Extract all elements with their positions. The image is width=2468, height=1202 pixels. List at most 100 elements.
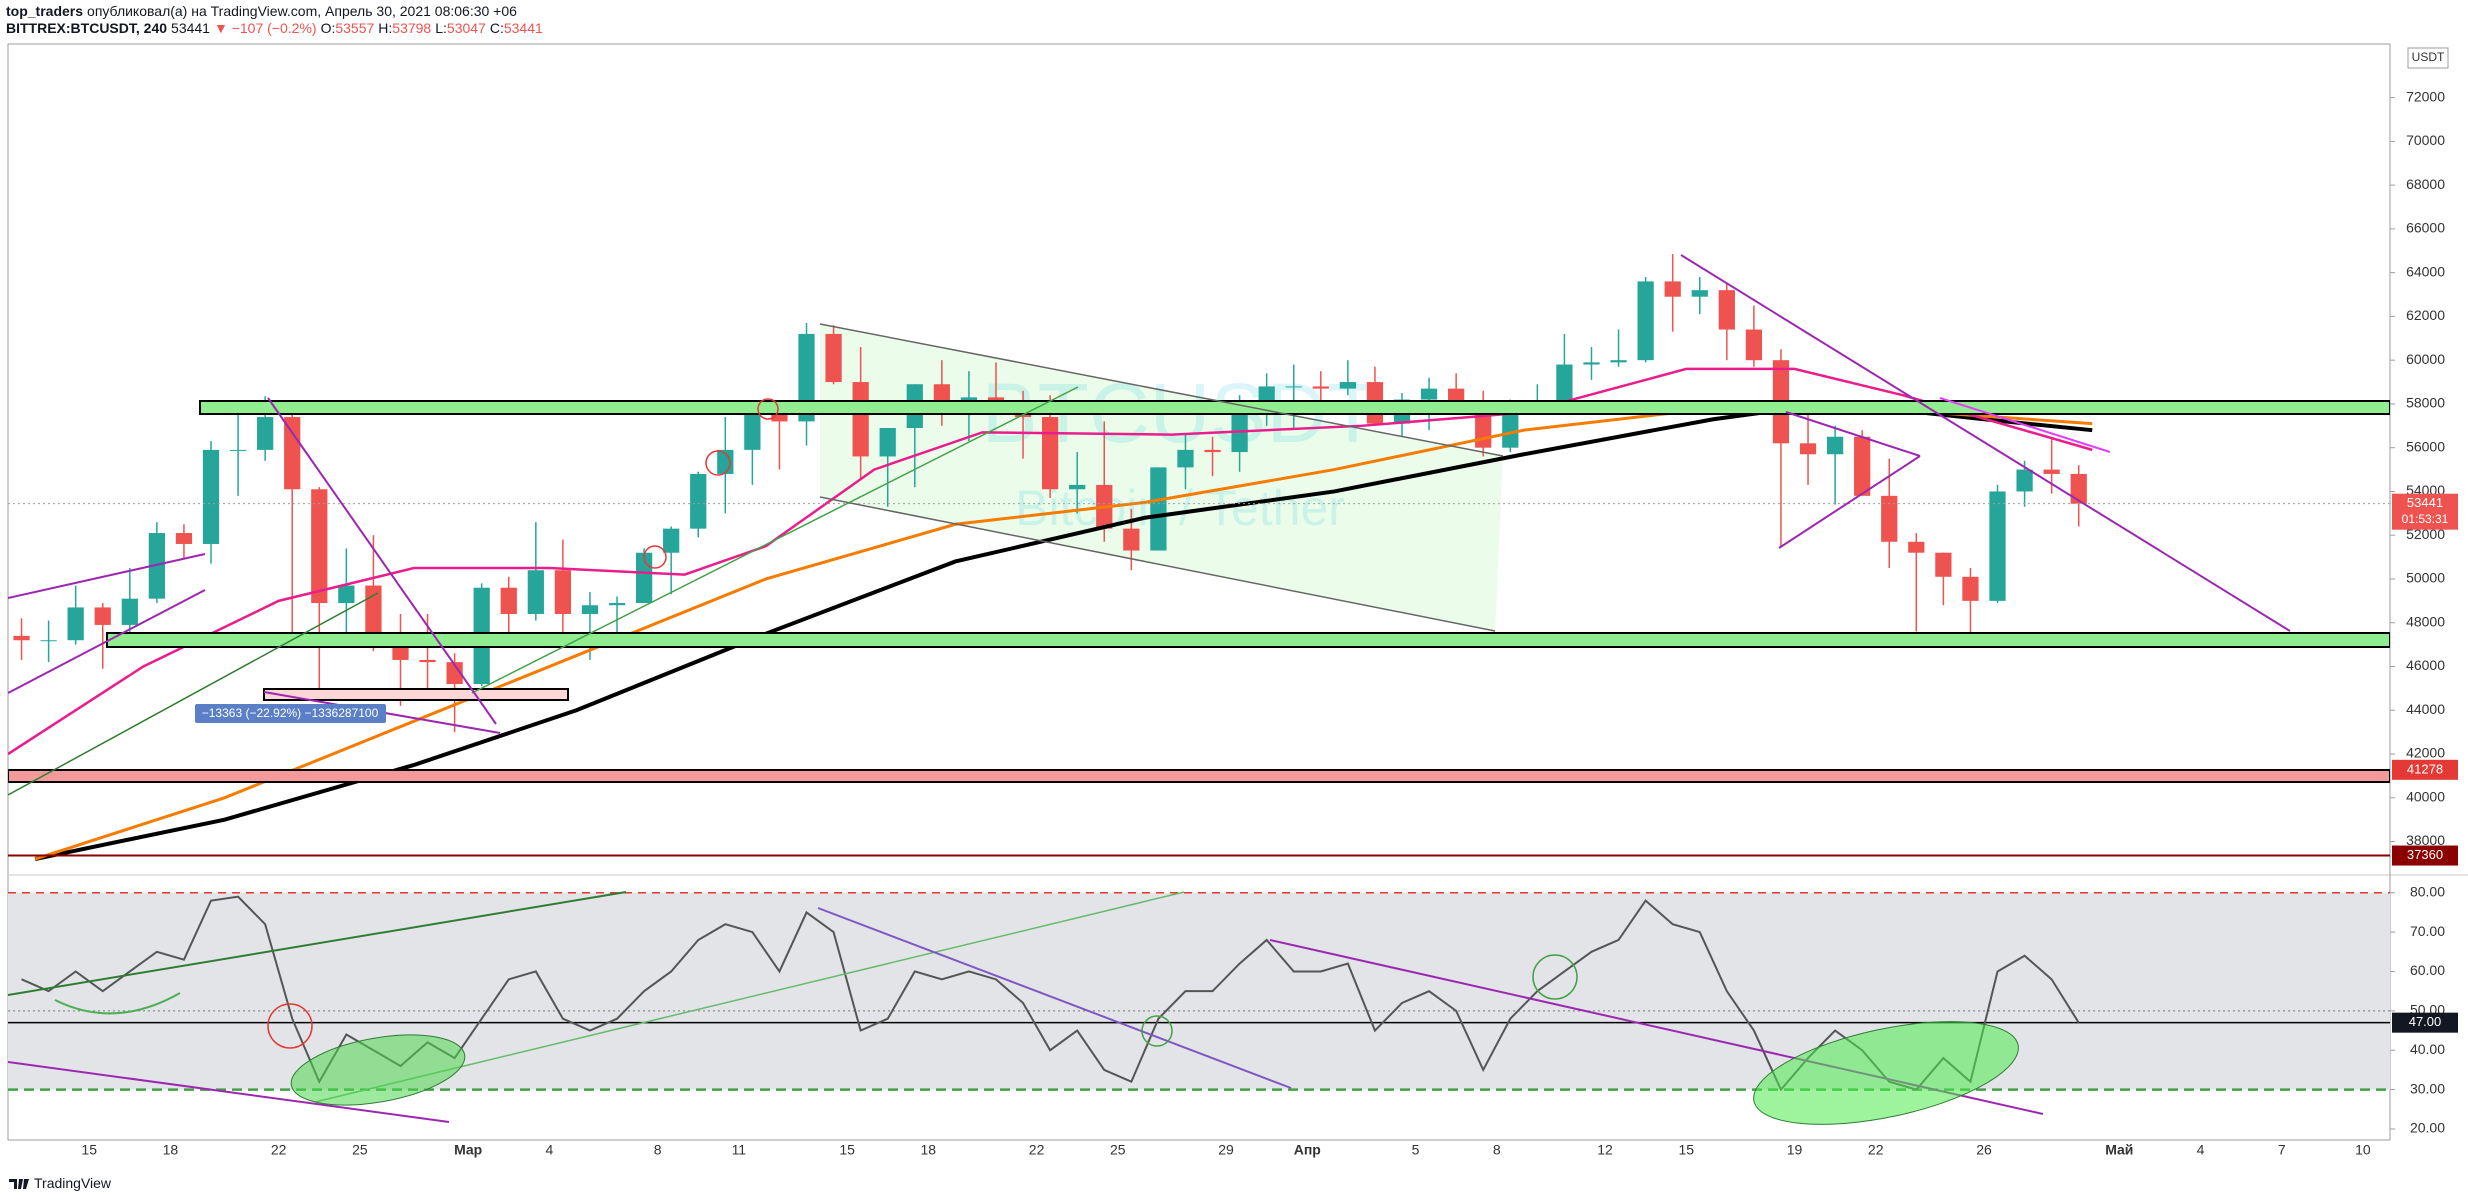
x-tick-label: 4: [2197, 1142, 2205, 1158]
y-tick-label: 60000: [2406, 351, 2445, 367]
candle-body: [1177, 449, 1194, 468]
price-axis: 38000 40000 42000 44000 46000 48000 50000 52000…: [2390, 88, 2458, 866]
ohlc-value: 53557: [335, 20, 375, 36]
candle-body: [825, 333, 842, 383]
candle-body: [229, 449, 247, 451]
candle-body: [1881, 495, 1898, 542]
x-tick-label: 15: [1678, 1142, 1694, 1158]
trend-line: [1939, 397, 2111, 453]
chart: BTCUSDT Bitcoin / Tether −13363 (: [7, 43, 2468, 1158]
candle-body: [1718, 290, 1735, 330]
candle-body: [1123, 528, 1140, 551]
highlight-ellipse: [290, 1034, 466, 1106]
y-tick-label: 40.00: [2410, 1041, 2445, 1057]
candle-body: [338, 585, 355, 604]
published: опубликовал(а) на TradingView.com, Апрел…: [87, 3, 517, 19]
ohlc-value: 53441: [503, 20, 543, 36]
symbol: BITTREX:BTCUSDT, 240: [6, 20, 168, 36]
candle-body: [663, 528, 680, 553]
trend-line: [471, 386, 1079, 694]
y-tick-label: 30.00: [2410, 1080, 2445, 1096]
price-marks: [8, 254, 2390, 862]
ohlc-label: C:: [489, 20, 504, 36]
candle-body: [500, 587, 517, 614]
highlight-circle: [643, 545, 667, 569]
x-tick-label: 26: [1976, 1142, 1992, 1158]
candle-body: [1204, 449, 1221, 453]
red-zone: [8, 769, 2390, 783]
price-label: 53441: [2407, 495, 2443, 510]
highlight-circle: [1532, 954, 1578, 1000]
price-label-time: 01:53:31: [2402, 512, 2449, 526]
candle-body: [446, 662, 463, 685]
ohlc: O:53557 H:53798 L:53047 C:53441: [321, 20, 547, 36]
triangle-line: [1785, 411, 1921, 457]
highlight-arc: [54, 992, 181, 1015]
y-tick-label: 56000: [2406, 438, 2445, 454]
support-zone: [106, 632, 2390, 648]
y-tick-label: 68000: [2406, 176, 2445, 192]
candle-body: [1042, 417, 1059, 490]
price-label: 41278: [2407, 761, 2443, 776]
candle-body: [2070, 473, 2087, 504]
candle-body: [284, 417, 301, 490]
candle-body: [608, 603, 626, 606]
candle-body: [1664, 281, 1681, 297]
price-label: 37360: [2407, 847, 2443, 862]
y-tick-label: 70000: [2406, 132, 2445, 148]
trend-line: [8, 592, 379, 796]
x-tick-label: 5: [1412, 1142, 1420, 1158]
measure-box: [263, 688, 569, 701]
price-label-box: [2392, 759, 2458, 780]
candle-body: [311, 489, 328, 604]
header: top_traders опубликовал(а) на TradingView…: [6, 3, 551, 37]
trend-line: [817, 907, 1292, 1089]
candle-body: [40, 640, 57, 642]
candle-body: [2043, 469, 2060, 474]
header-line-2: BITTREX:BTCUSDT, 240 53441 ▼ −107 (−0.2%) O…: [6, 20, 551, 37]
x-tick-label: 15: [839, 1142, 855, 1158]
price-pane: BTCUSDT Bitcoin / Tether −13363 (: [8, 254, 2390, 862]
change: ▼ −107 (−0.2%): [213, 20, 317, 36]
trend-line: [8, 1061, 450, 1123]
y-tick-label: 66000: [2406, 220, 2445, 236]
candle-body: [148, 533, 165, 599]
y-tick-label: 50000: [2406, 570, 2445, 586]
candle-body: [744, 408, 761, 450]
y-tick-label: 46000: [2406, 657, 2445, 673]
y-tick-label: 58000: [2406, 395, 2445, 411]
candle-body: [13, 635, 30, 641]
candle-body: [1420, 388, 1438, 400]
candle-body: [1069, 484, 1086, 490]
x-tick-label: 29: [1218, 1142, 1234, 1158]
drawings: −13363 (−22.92%) −1336287100: [8, 254, 2390, 796]
ohlc-label: L:: [435, 20, 447, 36]
x-tick-label: 12: [1597, 1142, 1613, 1158]
trend-line: [1680, 254, 2291, 632]
header-line-1: top_traders опубликовал(а) на TradingView…: [6, 3, 551, 20]
watermark-name: Bitcoin / Tether: [1015, 480, 1345, 536]
x-tick-label: Май: [2105, 1142, 2133, 1158]
y-tick-label: 52000: [2406, 526, 2445, 542]
trend-line: [8, 891, 627, 996]
candle-body: [1556, 364, 1573, 402]
candle-body: [1637, 281, 1654, 361]
x-tick-label: Апр: [1294, 1142, 1321, 1158]
ohlc-label: H:: [378, 20, 393, 36]
highlight-circle: [267, 1003, 313, 1049]
triangle-line: [1778, 455, 1921, 549]
y-tick-label: 72000: [2406, 88, 2445, 104]
x-tick-label: 11: [732, 1142, 747, 1158]
measure-label: −13363 (−22.92%) −1336287100: [202, 706, 379, 720]
rsi-label: 47.00: [2409, 1014, 2442, 1029]
price-label-box: [2392, 845, 2458, 866]
price-label-box: [2392, 493, 2458, 530]
x-tick-label: 19: [1787, 1142, 1803, 1158]
footer-text[interactable]: TradingView: [34, 1175, 112, 1191]
publisher[interactable]: top_traders: [6, 3, 84, 19]
measure-label-box: [195, 704, 386, 723]
candle-body: [690, 473, 707, 529]
candle-body: [1312, 386, 1329, 389]
y-tick-label: 60.00: [2410, 962, 2445, 978]
